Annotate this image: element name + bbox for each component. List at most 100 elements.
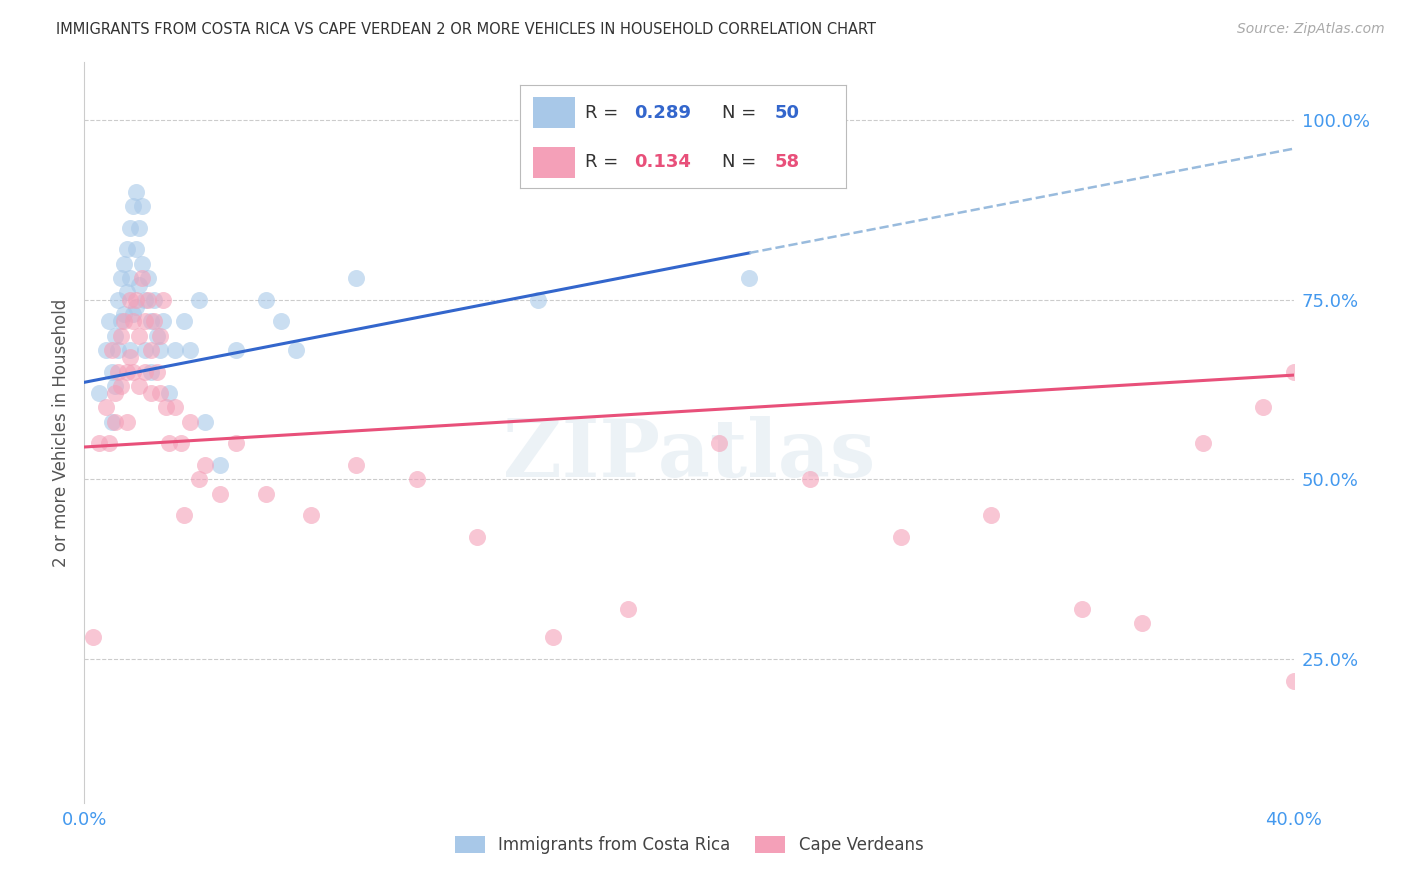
Point <box>1282 365 1305 379</box>
Point <box>139 314 162 328</box>
Point <box>125 293 148 307</box>
Point <box>139 343 162 357</box>
Point <box>97 314 120 328</box>
Point <box>128 328 150 343</box>
Point <box>467 530 489 544</box>
Point <box>134 293 156 307</box>
Point <box>115 415 138 429</box>
Point <box>128 220 150 235</box>
Point <box>125 185 148 199</box>
Point <box>890 530 912 544</box>
Point <box>104 328 127 343</box>
Text: Source: ZipAtlas.com: Source: ZipAtlas.com <box>1237 22 1385 37</box>
Text: IMMIGRANTS FROM COSTA RICA VS CAPE VERDEAN 2 OR MORE VEHICLES IN HOUSEHOLD CORRE: IMMIGRANTS FROM COSTA RICA VS CAPE VERDE… <box>56 22 876 37</box>
Text: ZIPatlas: ZIPatlas <box>503 416 875 494</box>
Point <box>107 365 129 379</box>
Point <box>125 300 148 314</box>
Point <box>121 365 143 379</box>
Point <box>142 314 165 328</box>
Point <box>254 486 277 500</box>
Point <box>225 343 247 357</box>
Point <box>118 350 141 364</box>
Point <box>165 343 187 357</box>
Point <box>110 379 132 393</box>
Point <box>110 314 132 328</box>
Point <box>136 293 159 307</box>
Point <box>173 508 195 523</box>
Point <box>134 314 156 328</box>
Legend: Immigrants from Costa Rica, Cape Verdeans: Immigrants from Costa Rica, Cape Verdean… <box>449 830 929 861</box>
Point <box>131 257 153 271</box>
Point <box>149 328 172 343</box>
Point <box>157 436 180 450</box>
Point <box>799 472 821 486</box>
Point <box>1192 436 1215 450</box>
Point <box>179 415 201 429</box>
Point <box>100 415 122 429</box>
Point <box>118 293 141 307</box>
Point <box>527 293 550 307</box>
Point <box>270 314 292 328</box>
Point <box>709 436 731 450</box>
Point <box>118 220 141 235</box>
Point <box>112 257 135 271</box>
Point <box>97 436 120 450</box>
Point <box>107 343 129 357</box>
Point <box>149 343 172 357</box>
Point <box>131 199 153 213</box>
Point <box>121 307 143 321</box>
Point <box>155 401 177 415</box>
Point <box>1071 601 1094 615</box>
Point <box>104 386 127 401</box>
Point <box>112 307 135 321</box>
Point <box>165 401 187 415</box>
Point <box>1130 616 1153 631</box>
Point <box>107 293 129 307</box>
Point <box>115 365 138 379</box>
Point <box>104 379 127 393</box>
Point <box>94 343 117 357</box>
Point <box>112 314 135 328</box>
Point <box>110 271 132 285</box>
Point <box>346 458 368 472</box>
Point <box>188 472 211 486</box>
Point <box>209 486 232 500</box>
Point <box>346 271 368 285</box>
Point <box>173 314 195 328</box>
Point <box>118 271 141 285</box>
Point <box>194 458 217 472</box>
Point <box>131 271 153 285</box>
Point <box>146 328 169 343</box>
Point <box>121 314 143 328</box>
Point <box>149 386 172 401</box>
Point <box>89 436 111 450</box>
Point <box>254 293 277 307</box>
Point <box>1282 673 1305 688</box>
Point <box>89 386 111 401</box>
Point <box>980 508 1002 523</box>
Point <box>110 328 132 343</box>
Point <box>121 199 143 213</box>
Point <box>128 278 150 293</box>
Y-axis label: 2 or more Vehicles in Household: 2 or more Vehicles in Household <box>52 299 70 566</box>
Point <box>146 365 169 379</box>
Point <box>128 379 150 393</box>
Point <box>139 386 162 401</box>
Point <box>100 343 122 357</box>
Point <box>406 472 429 486</box>
Point <box>157 386 180 401</box>
Point <box>617 601 640 615</box>
Point <box>188 293 211 307</box>
Point <box>194 415 217 429</box>
Point <box>541 631 564 645</box>
Point <box>139 365 162 379</box>
Point <box>738 271 761 285</box>
Point <box>134 365 156 379</box>
Point <box>100 365 122 379</box>
Point <box>125 243 148 257</box>
Point <box>299 508 322 523</box>
Point <box>209 458 232 472</box>
Point <box>115 285 138 300</box>
Point <box>142 293 165 307</box>
Point <box>285 343 308 357</box>
